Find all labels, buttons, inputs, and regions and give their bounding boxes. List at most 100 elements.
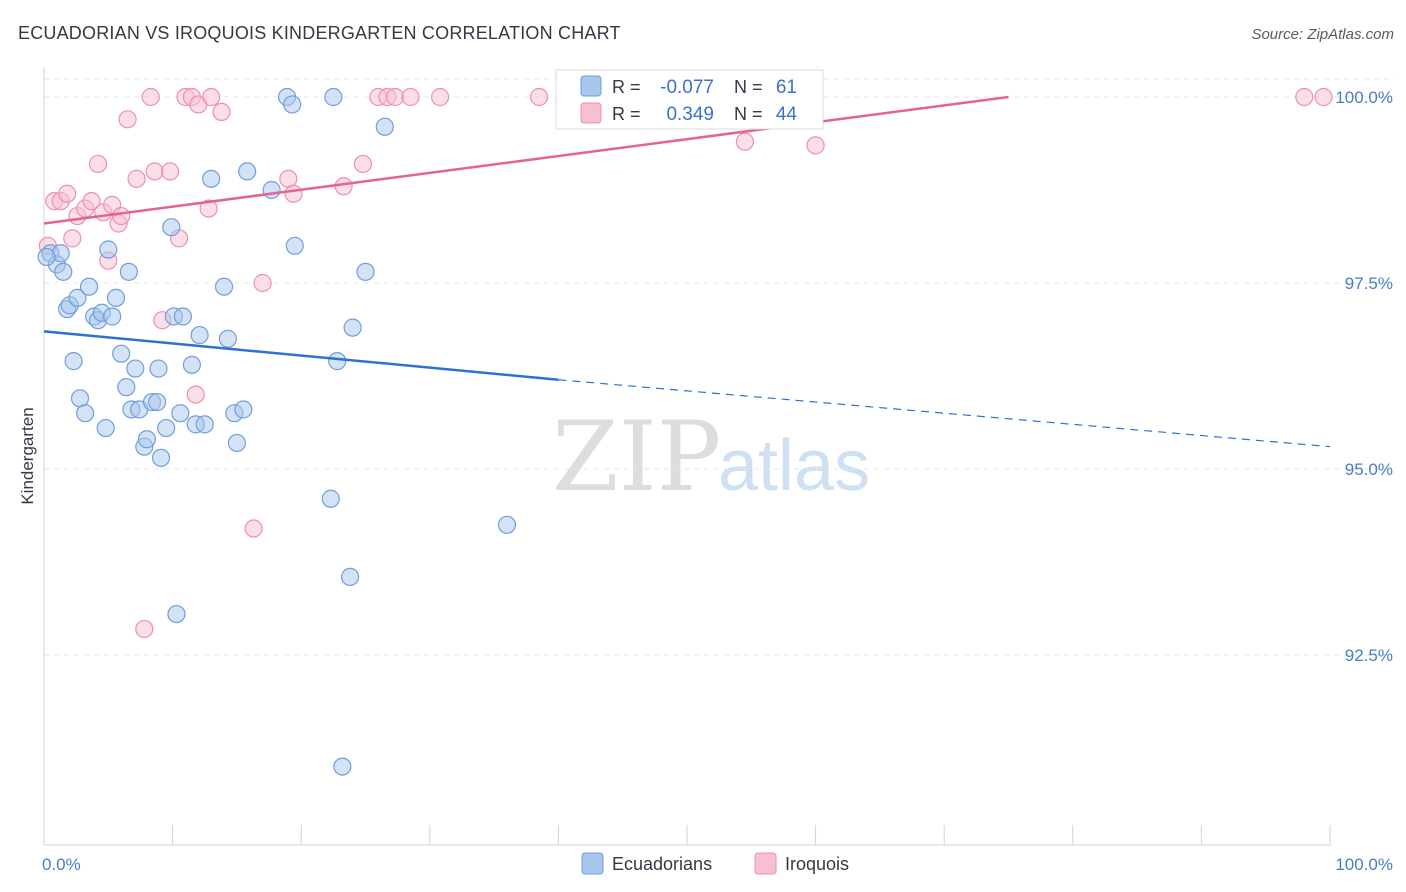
iroquois-point-33 [334, 177, 353, 196]
watermark-atlas: atlas [718, 426, 870, 506]
bottom-legend-swatch-iroquois [754, 852, 777, 875]
chart-title: ECUADORIAN VS IROQUOIS KINDERGARTEN CORR… [18, 23, 621, 43]
ecuadorians-point-56 [343, 318, 362, 337]
y-tick-label-2: 95.0% [1345, 460, 1393, 479]
legend-swatch-ecuadorians [580, 75, 602, 97]
trend-lines [43, 95, 1331, 448]
legend-n-label-2: N = [734, 104, 763, 124]
ecuadorians-point-30 [157, 418, 176, 438]
iroquois-point-3 [58, 184, 77, 203]
iroquois-point-16 [135, 619, 154, 639]
iroquois-point-20 [160, 162, 180, 181]
stats-legend: R = -0.077 N = 61 R = 0.349 N = 44 [555, 69, 824, 130]
ecuadorians-point-54 [333, 757, 352, 776]
iroquois-point-15 [127, 169, 146, 188]
x-tick-label-right: 100.0% [1335, 855, 1393, 874]
iroquois-point-28 [212, 102, 231, 121]
ecuadorians-point-57 [356, 262, 375, 281]
iroquois-point-39 [430, 87, 450, 107]
y-axis-label: Kindergarten [18, 407, 37, 504]
iroquois-point-41 [735, 132, 754, 151]
ecuadorians-point-3 [54, 262, 73, 281]
iroquois-point-30 [253, 273, 272, 293]
y-tick-label-3: 92.5% [1345, 646, 1393, 665]
ecuadorians-point-50 [285, 236, 304, 255]
iroquois-point-37 [385, 87, 405, 107]
iroquois-point-24 [186, 385, 205, 404]
series-iroquois-points [38, 87, 1333, 639]
legend-n-value-1: 61 [776, 77, 797, 98]
y-tick-label-1: 97.5% [1345, 274, 1393, 293]
ecuadorians-point-47 [262, 180, 281, 200]
legend-n-label-1: N = [734, 77, 763, 97]
iroquois-point-18 [145, 162, 164, 181]
ecuadorians-point-14 [96, 418, 115, 438]
iroquois-point-38 [401, 87, 420, 107]
ecuadorians-point-7 [68, 288, 87, 307]
iroquois-point-44 [1314, 87, 1333, 107]
ecuadorians-trend-line-extension [558, 379, 1331, 448]
series-ecuadorians-points [37, 87, 517, 776]
iroquois-point-29 [244, 519, 263, 538]
x-axis-ticks [43, 825, 1331, 845]
iroquois-point-42 [806, 136, 825, 155]
x-tick-label-left: 0.0% [42, 855, 81, 874]
bottom-legend-label-ecuadorians: Ecuadorians [612, 854, 712, 874]
bottom-legend-swatch-ecuadorians [581, 852, 604, 875]
ecuadorians-point-34 [171, 404, 190, 423]
y-tick-labels: 100.0% 97.5% 95.0% 92.5% [1335, 88, 1393, 665]
ecuadorians-point-60 [37, 247, 56, 267]
ecuadorians-point-58 [375, 117, 394, 136]
legend-swatch-iroquois [580, 102, 602, 124]
iroquois-point-17 [141, 87, 160, 107]
ecuadorians-point-44 [227, 433, 246, 453]
chart-source: Source: ZipAtlas.com [1251, 26, 1394, 43]
iroquois-point-27 [202, 87, 221, 107]
iroquois-point-43 [1295, 87, 1314, 107]
legend-r-value-1: -0.077 [660, 77, 714, 98]
ecuadorians-point-15 [99, 240, 118, 259]
y-tick-label-0: 100.0% [1335, 88, 1393, 107]
ecuadorians-point-53 [328, 352, 347, 371]
bottom-legend-label-iroquois: Iroquois [785, 854, 849, 874]
series-legend: Ecuadorians Iroquois [581, 852, 849, 875]
ecuadorians-point-16 [103, 307, 122, 326]
watermark: ZIP atlas [552, 401, 870, 513]
ecuadorians-point-6 [64, 352, 83, 371]
ecuadorians-point-35 [173, 307, 192, 326]
iroquois-point-40 [530, 87, 549, 107]
ecuadorians-point-28 [149, 359, 168, 378]
iroquois-point-13 [112, 206, 131, 226]
ecuadorians-point-36 [182, 355, 201, 374]
ecuadorians-point-25 [137, 430, 156, 449]
ecuadorians-point-19 [117, 378, 136, 397]
ecuadorians-point-40 [202, 169, 221, 188]
iroquois-point-7 [82, 192, 101, 211]
ecuadorians-point-17 [106, 288, 126, 307]
legend-n-value-2: 44 [776, 104, 798, 125]
legend-r-label-2: R = [612, 104, 641, 124]
iroquois-point-8 [88, 154, 108, 174]
ecuadorians-point-27 [148, 392, 167, 412]
ecuadorians-point-59 [497, 515, 517, 534]
ecuadorians-point-22 [126, 359, 145, 378]
ecuadorians-point-33 [167, 604, 186, 624]
legend-r-value-2: 0.349 [666, 104, 714, 125]
ecuadorians-point-10 [79, 277, 99, 296]
ecuadorians-point-38 [190, 325, 209, 345]
ecuadorians-point-29 [151, 448, 171, 467]
ecuadorians-trend-line [43, 330, 559, 381]
iroquois-point-34 [353, 154, 373, 174]
ecuadorians-point-39 [195, 415, 214, 434]
iroquois-point-14 [118, 110, 137, 129]
ecuadorians-point-49 [283, 95, 302, 114]
ecuadorians-point-31 [162, 218, 181, 237]
ecuadorians-point-41 [214, 277, 234, 296]
ecuadorians-point-55 [340, 567, 360, 586]
ecuadorians-point-9 [76, 404, 95, 423]
iroquois-point-32 [284, 184, 303, 203]
ecuadorians-point-42 [218, 329, 237, 348]
iroquois-point-26 [199, 199, 218, 218]
watermark-zip: ZIP [552, 401, 721, 513]
